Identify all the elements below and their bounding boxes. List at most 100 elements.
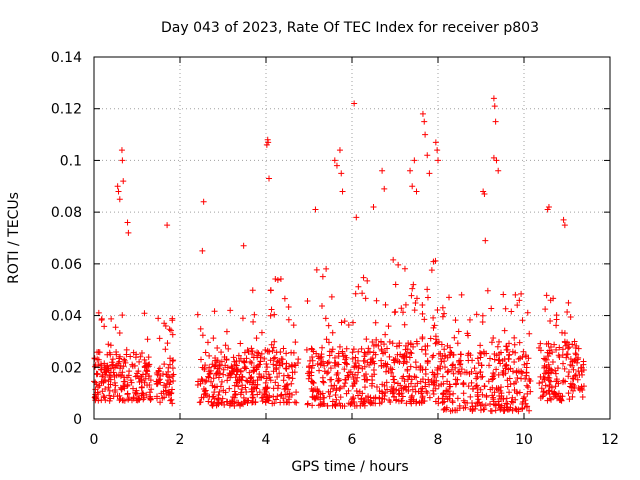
data-point [118, 386, 125, 393]
data-point [292, 339, 299, 346]
data-point [257, 358, 264, 365]
data-point [248, 373, 255, 380]
data-point [542, 306, 549, 313]
data-point [138, 350, 145, 357]
data-point [424, 286, 431, 293]
data-point [117, 395, 124, 402]
data-point [447, 344, 454, 351]
data-point [387, 365, 394, 372]
data-point [429, 354, 436, 361]
data-point [146, 373, 153, 380]
data-point [361, 398, 368, 405]
data-points [91, 95, 587, 415]
data-point [539, 379, 546, 386]
data-point [394, 351, 401, 358]
data-point [478, 350, 485, 357]
data-point [333, 396, 340, 403]
data-point [201, 388, 208, 395]
y-tick-label: 0.02 [51, 360, 82, 376]
data-point [206, 352, 213, 359]
data-point [490, 370, 497, 377]
data-point [500, 291, 507, 298]
data-point [424, 390, 431, 397]
data-point [154, 393, 161, 400]
data-point [235, 383, 242, 390]
data-point [106, 372, 113, 379]
data-point [538, 385, 545, 392]
data-point [419, 302, 426, 309]
data-point [276, 370, 283, 377]
data-point [349, 355, 356, 362]
data-point [304, 298, 311, 305]
data-point [314, 387, 321, 394]
data-point [98, 379, 105, 386]
data-point [393, 386, 400, 393]
data-point [543, 292, 550, 299]
data-point [204, 392, 211, 399]
data-point [519, 370, 526, 377]
data-point [445, 368, 452, 375]
data-point [432, 139, 439, 146]
data-point [400, 385, 407, 392]
data-point [505, 366, 512, 373]
data-point [231, 382, 238, 389]
data-point [477, 386, 484, 393]
data-point [335, 377, 342, 384]
data-point [376, 387, 383, 394]
data-point [491, 103, 498, 110]
data-point [278, 391, 285, 398]
data-point [140, 390, 147, 397]
data-point [319, 273, 326, 280]
data-point [253, 385, 260, 392]
data-point [490, 95, 497, 102]
data-point [407, 363, 414, 370]
data-point [516, 297, 523, 304]
data-point [414, 340, 421, 347]
data-point [390, 376, 397, 383]
data-point [333, 162, 340, 169]
data-point [350, 376, 357, 383]
data-point [320, 358, 327, 365]
data-point [226, 385, 233, 392]
data-point [312, 395, 319, 402]
data-point [108, 359, 115, 366]
data-point [517, 355, 524, 362]
data-point [148, 386, 155, 393]
data-point [392, 281, 399, 288]
data-point [495, 167, 502, 174]
data-point [309, 362, 316, 369]
data-point [100, 393, 107, 400]
data-point [228, 370, 235, 377]
data-point [91, 355, 98, 362]
data-point [373, 336, 380, 343]
data-point [545, 203, 552, 210]
data-point [398, 305, 405, 312]
data-point [275, 382, 282, 389]
data-point [308, 378, 315, 385]
data-point [536, 380, 543, 387]
data-point [474, 373, 481, 380]
data-point [473, 311, 480, 318]
data-point [112, 324, 119, 331]
data-point [450, 370, 457, 377]
data-point [551, 341, 558, 348]
data-point [416, 399, 423, 406]
data-point [527, 388, 534, 395]
data-point [102, 397, 109, 404]
data-point [132, 373, 139, 380]
data-point [373, 383, 380, 390]
data-point [569, 358, 576, 365]
data-point [382, 331, 389, 338]
data-point [518, 290, 525, 297]
data-point [522, 400, 529, 407]
data-point [118, 147, 125, 154]
data-point [226, 402, 233, 409]
data-point [222, 389, 229, 396]
data-point [579, 393, 586, 400]
y-tick-label: 0.1 [60, 153, 82, 169]
data-point [488, 339, 495, 346]
data-point [314, 361, 321, 368]
data-point [492, 118, 499, 125]
data-point [234, 377, 241, 384]
data-point [166, 389, 173, 396]
